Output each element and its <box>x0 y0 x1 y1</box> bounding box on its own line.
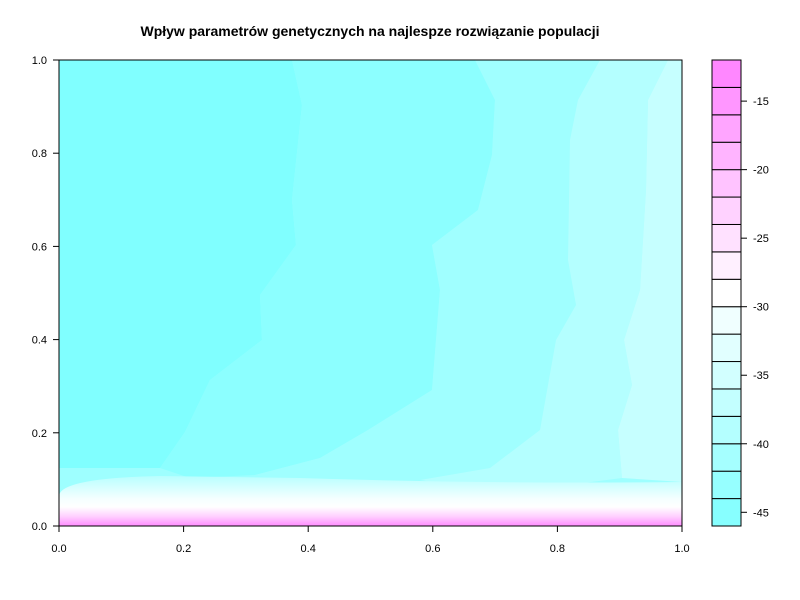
chart-title: Wpływ parametrów genetycznych na najlesp… <box>140 23 599 39</box>
colorbar-level-cell <box>711 306 742 335</box>
colorbar-level-cell <box>711 141 742 171</box>
colorbar-tick-label: -15 <box>753 96 769 108</box>
colorbar-level-cell <box>711 333 742 363</box>
colorbar-level-cell <box>711 361 742 390</box>
y-tick-label: 0.2 <box>32 428 47 440</box>
colorbar-level-cell <box>711 443 742 472</box>
y-tick-label: 0.8 <box>32 148 47 160</box>
y-tick-label: 0.6 <box>32 241 47 253</box>
y-tick-label: 1.0 <box>32 55 47 67</box>
contour-field <box>59 60 682 526</box>
colorbar-tick-label: -20 <box>753 165 769 177</box>
y-tick-label: 0.4 <box>32 335 47 347</box>
y-tick-label: 0.0 <box>32 521 47 533</box>
colorbar-tick-label: -30 <box>753 302 769 314</box>
colorbar-frame <box>711 59 742 527</box>
x-tick-label: 0.6 <box>425 543 440 555</box>
colorbar-level-cell <box>711 223 742 253</box>
colorbar-level-cell <box>711 114 742 143</box>
colorbar-level-cell <box>711 470 742 500</box>
x-tick-label: 0.0 <box>51 543 66 555</box>
colorbar-level-cell <box>711 388 742 417</box>
colorbar-level-cell <box>711 196 742 225</box>
y-axis: 0.0 0.2 0.4 0.6 0.8 1.0 <box>32 55 59 533</box>
contour-region-level-4 <box>420 60 668 490</box>
colorbar-tick-label: -45 <box>753 507 769 519</box>
plot-frame <box>58 59 683 527</box>
contour-region-level-5 <box>618 60 682 482</box>
x-tick-label: 0.4 <box>301 543 316 555</box>
colorbar-level-cell <box>711 415 742 445</box>
colorbar-tick-label: -25 <box>753 233 769 245</box>
contour-region-bottom-band <box>59 476 682 526</box>
contour-region-level-1b <box>59 432 185 468</box>
colorbar-level-cell <box>711 251 742 280</box>
x-axis: 0.0 0.2 0.4 0.6 0.8 1.0 <box>51 526 690 555</box>
x-tick-label: 0.8 <box>550 543 565 555</box>
colorbar-level-cell <box>711 278 742 308</box>
contour-region-level-1 <box>59 60 302 432</box>
colorbar-legend: -45 -40 -35 -30 -25 -20 -15 <box>711 59 769 527</box>
x-tick-label: 1.0 <box>674 543 689 555</box>
colorbar-level-cell <box>711 59 742 88</box>
colorbar-level-cell <box>711 498 742 527</box>
contour-region-level-2 <box>160 60 495 478</box>
colorbar-level-cell <box>711 169 742 198</box>
x-tick-label: 0.2 <box>176 543 191 555</box>
colorbar-tick-label: -40 <box>753 439 769 451</box>
contour-region-level-3 <box>255 60 600 488</box>
colorbar-level-cell <box>711 86 742 116</box>
colorbar-tick-label: -35 <box>753 370 769 382</box>
